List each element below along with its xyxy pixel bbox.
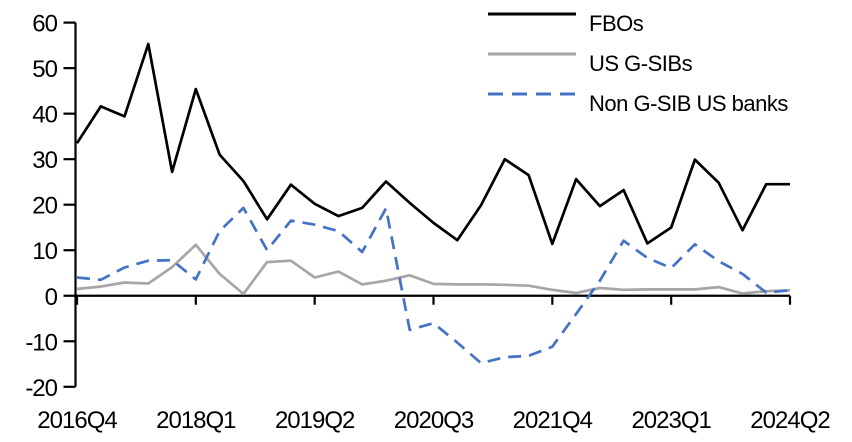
legend-label-fbos: FBOs bbox=[589, 11, 644, 36]
legend-item-fbos: FBOs bbox=[488, 10, 644, 38]
x-tick-label: 2016Q4 bbox=[37, 407, 117, 434]
y-tick-label: 0 bbox=[45, 284, 58, 311]
y-tick-label: 30 bbox=[32, 147, 57, 174]
legend-swatch-line bbox=[488, 12, 576, 16]
x-tick-label: 2019Q2 bbox=[275, 407, 355, 434]
y-tick-label: -10 bbox=[25, 329, 57, 356]
series-line-us-g-sibs bbox=[76, 243, 791, 296]
x-tick-label: 2023Q1 bbox=[631, 407, 711, 434]
legend-item-non-gsib: Non G-SIB US banks bbox=[488, 90, 788, 118]
y-tick-label: 50 bbox=[32, 56, 57, 83]
legend-label-non-gsib: Non G-SIB US banks bbox=[589, 91, 788, 116]
y-tick-label: 10 bbox=[32, 238, 57, 265]
legend-label-us-gsibs: US G-SIBs bbox=[589, 51, 693, 76]
legend-swatch-fbos bbox=[488, 12, 576, 28]
series-line-fbos bbox=[75, 42, 790, 246]
y-tick-label: 60 bbox=[32, 11, 57, 38]
y-tick-label: 20 bbox=[32, 193, 57, 220]
legend-swatch-line bbox=[488, 52, 576, 56]
x-tick-label: 2024Q2 bbox=[750, 407, 830, 434]
series-line-non-g-sib-us-banks bbox=[76, 206, 791, 365]
legend-swatch-us-gsibs bbox=[488, 52, 576, 68]
legend-item-us-gsibs: US G-SIBs bbox=[488, 50, 693, 78]
x-tick-label: 2018Q1 bbox=[156, 407, 236, 434]
legend-swatch-non-gsib bbox=[488, 92, 576, 108]
y-tick-label: -20 bbox=[25, 375, 57, 402]
y-tick-label: 40 bbox=[32, 102, 57, 129]
x-tick-label: 2020Q3 bbox=[394, 407, 474, 434]
legend-swatch-line bbox=[488, 92, 576, 96]
x-tick-label: 2021Q4 bbox=[513, 407, 593, 434]
